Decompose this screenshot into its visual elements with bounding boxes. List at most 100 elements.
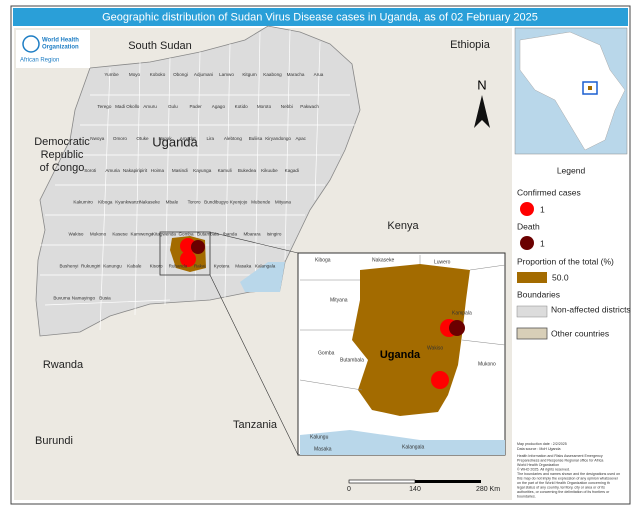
district-label: Bukedea (238, 168, 257, 173)
footer-text: Health Information and Risks Assessment … (517, 454, 603, 458)
footer-text: © WHO 2025. All rights reserved. (517, 467, 570, 471)
inset-label: Kalangala (402, 444, 424, 450)
inset-label: Mityana (330, 297, 348, 303)
inset-label: Kampala (452, 310, 472, 316)
district-label: Kamuli (218, 168, 232, 173)
district-label: Kotido (235, 104, 248, 109)
country-label: Democratic Republic of Congo (34, 136, 90, 174)
case-marker (180, 251, 196, 267)
district-label: Amuru (143, 104, 157, 109)
inset-label: Gomba (318, 350, 335, 356)
district-borders (40, 29, 355, 331)
district-label: Kagadi (285, 168, 299, 173)
inset-lake (300, 430, 505, 455)
district-label: Madi Okollo (115, 104, 140, 109)
inset-label: Masaka (314, 446, 332, 452)
north-arrow (474, 95, 490, 128)
district-label: Kakumiro (73, 200, 93, 205)
district-label: Nwoya (90, 136, 104, 141)
district-label: Amudat (180, 136, 197, 141)
district-label: Pader (189, 104, 202, 109)
district-label: Koboko (150, 72, 166, 77)
logo-text: World Health (42, 38, 79, 44)
district-label: Adjumani (194, 72, 213, 77)
district-label: Kisoro (150, 263, 163, 268)
district-label: Tororo (188, 200, 201, 205)
footer-text: this map do not imply the expression of … (517, 476, 619, 480)
country-label: Kenya (387, 220, 419, 232)
district-label: Bundibugyo (204, 200, 229, 205)
district-label: Lamwo (219, 72, 234, 77)
logo-text: Organization (42, 45, 79, 51)
district-label: Nakaseke (139, 200, 160, 205)
locator-uganda (588, 86, 592, 90)
district-label: Nebbi (281, 104, 293, 109)
district-label: Hoima (151, 168, 165, 173)
scale-bar (415, 480, 481, 483)
inset-labels: Kiboga Nakaseke Luwero Mityana Kampala Wakiso… (310, 257, 496, 452)
district-label: Masindi (172, 168, 188, 173)
title-bar (13, 8, 628, 26)
footer-notes: Health Information and Risks Assessment … (517, 454, 620, 499)
district-label: Mubende (251, 200, 271, 205)
legend-label: Other countries (551, 328, 609, 338)
legend-swatch (516, 305, 548, 318)
district-label: Rubanda (169, 263, 188, 268)
legend-heading: Boundaries (517, 289, 560, 299)
logo-emblem (22, 35, 40, 53)
district-label: Otuke (136, 136, 149, 141)
district-label: Yumbe (104, 72, 119, 77)
country-label: Tanzania (233, 419, 278, 431)
district-label: Nakapiripirit (123, 168, 148, 173)
inset-label: Kiboga (315, 257, 331, 263)
district-label: Masaka (235, 263, 252, 268)
country-label: Burundi (35, 435, 73, 447)
district-label: Agago (212, 104, 226, 109)
district-label: Kanungu (103, 263, 122, 268)
district-label: Kikuube (261, 168, 278, 173)
lake-victoria (240, 262, 285, 292)
country-label: Ethiopia (450, 39, 491, 51)
footer-text: Data source : MoH Uganda (517, 447, 561, 451)
inset-label: Mukono (478, 361, 496, 367)
legend-heading: Death (517, 221, 540, 231)
legend-swatch (516, 327, 548, 340)
legend-label: 50.0 (552, 272, 569, 282)
footer-text: Map production date : 2/2/2025 (517, 442, 567, 446)
district-label: Mbale (166, 200, 179, 205)
district-label: Buliisa (249, 136, 263, 141)
footer-text: authorities, or concerning the delimitat… (517, 490, 610, 494)
legend-swatch (517, 272, 547, 283)
country-label: Rwanda (43, 359, 84, 371)
legend-case (520, 202, 534, 216)
footer-text: World Health Organization (517, 463, 559, 467)
inset-case-marker (431, 371, 449, 389)
legend-label: 1 (540, 238, 545, 248)
inset-label: Wakiso (427, 345, 443, 351)
country-label: South Sudan (128, 40, 192, 52)
zoom-box (159, 231, 211, 276)
district-label: Terego (97, 104, 111, 109)
district-label: Wakiso (69, 232, 84, 237)
district-label: Mukono (90, 232, 107, 237)
inset-label: Kalungu (310, 434, 329, 440)
locator-box (582, 81, 598, 95)
district-label: Napak (158, 136, 172, 141)
district-label: Gomba (178, 232, 194, 237)
district-label: Kabale (127, 263, 142, 268)
district-label: Kyenjojo (230, 200, 248, 205)
district-label: Kyotera (214, 263, 230, 268)
scale-label: 0 (347, 486, 351, 493)
district-label: Soroti (84, 168, 96, 173)
district-label: Kitgum (242, 72, 256, 77)
death-marker (191, 240, 205, 254)
footer-text: on the part of the World Health Organiza… (517, 481, 610, 485)
district-label: Alebtong (224, 136, 243, 141)
district-label: Buvuma (53, 295, 70, 300)
district-label: Kamwenge (131, 232, 154, 237)
country-label: Uganda (152, 134, 198, 149)
zoom-line (209, 231, 299, 254)
district-label: Isingiro (267, 232, 282, 237)
logo-region: African Region (20, 58, 59, 64)
legend-heading: Confirmed cases (517, 187, 581, 197)
